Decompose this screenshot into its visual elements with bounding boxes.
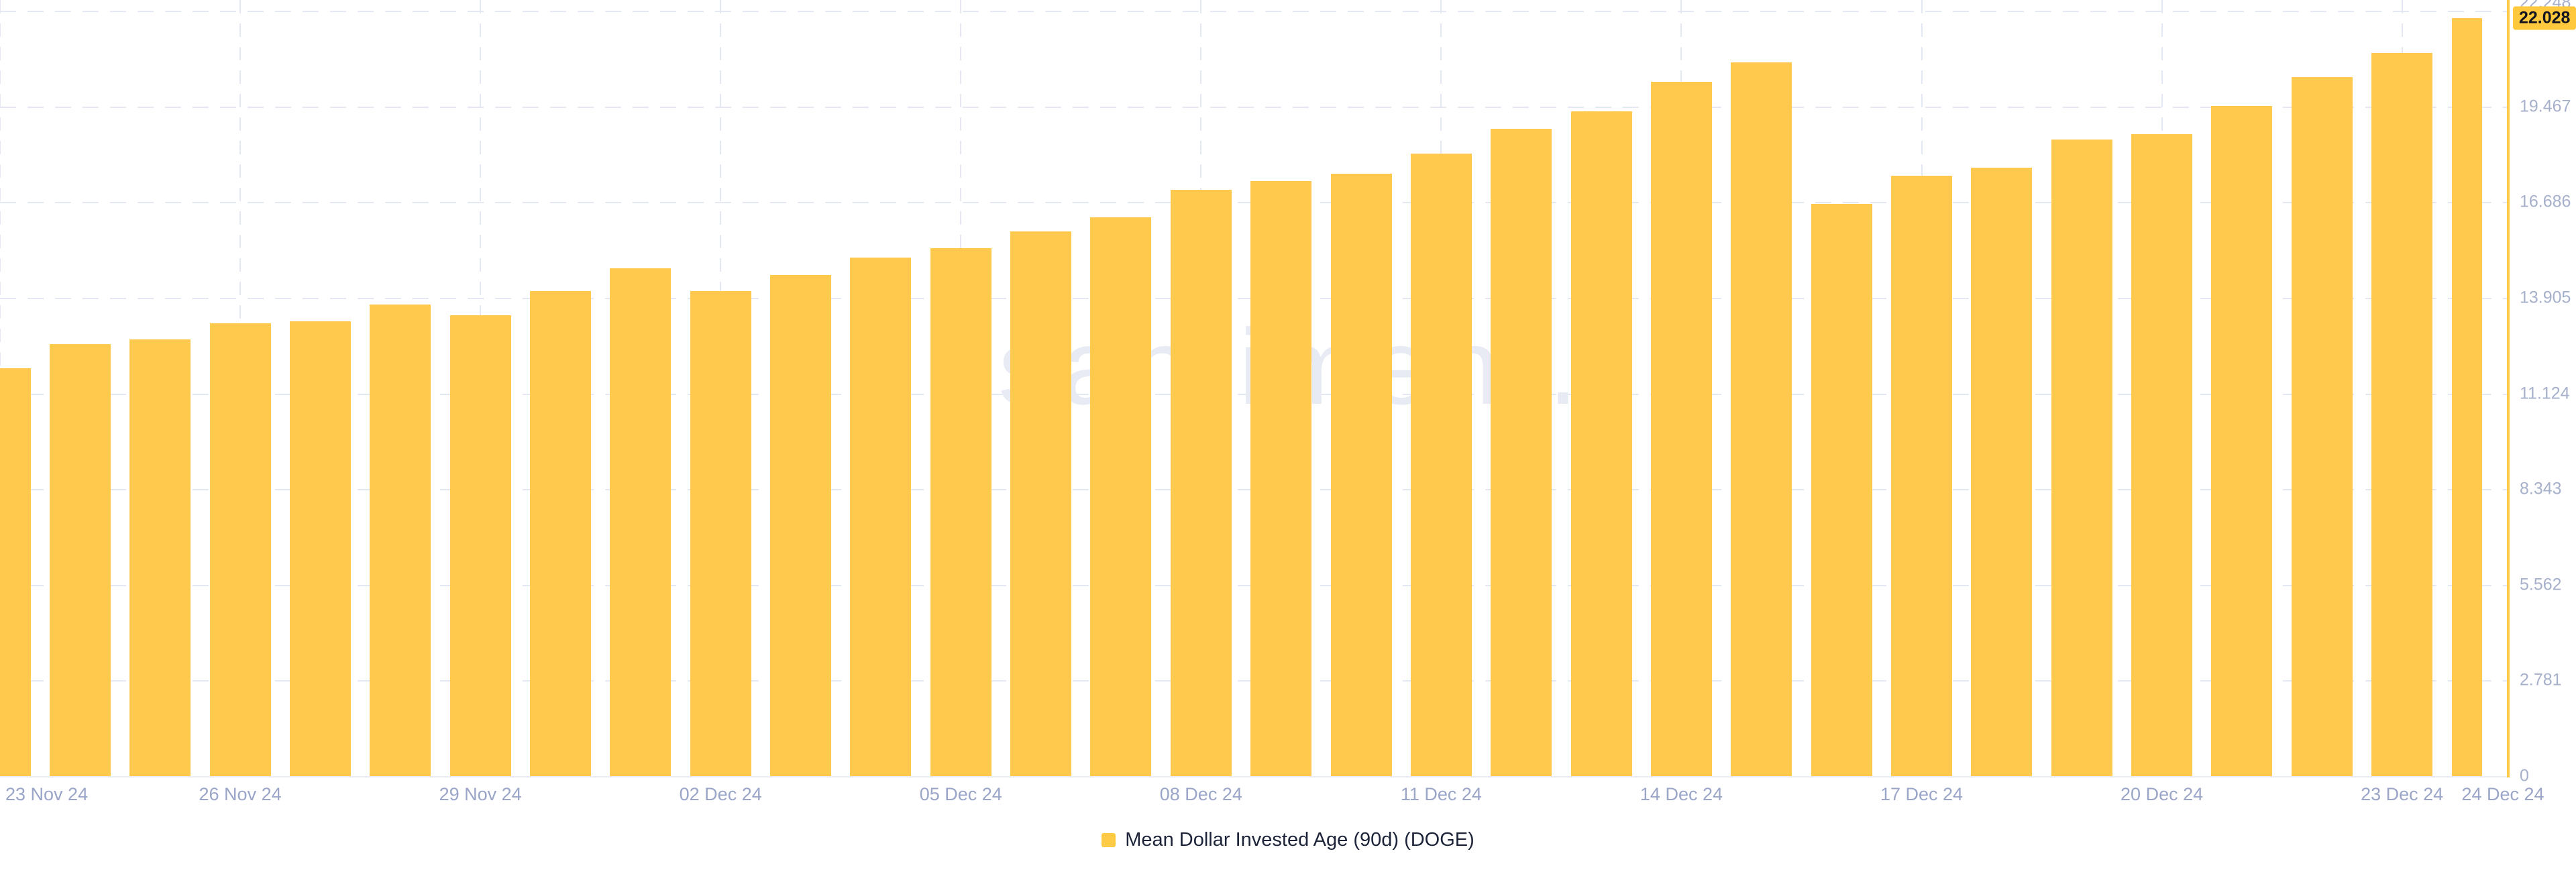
y-tick-label: 0 bbox=[2520, 766, 2529, 785]
bar[interactable] bbox=[209, 323, 271, 776]
bar[interactable] bbox=[129, 339, 191, 776]
x-axis-label: 24 Dec 24 bbox=[2461, 784, 2544, 804]
bar[interactable] bbox=[2371, 52, 2433, 776]
bar[interactable] bbox=[449, 315, 511, 776]
bar[interactable] bbox=[1330, 173, 1392, 776]
x-axis-label: 11 Dec 24 bbox=[1400, 784, 1482, 804]
bar-series bbox=[0, 18, 2482, 776]
bar[interactable] bbox=[1650, 81, 1712, 776]
bar[interactable] bbox=[1731, 62, 1792, 776]
bar[interactable] bbox=[2291, 76, 2353, 776]
x-axis-label: 20 Dec 24 bbox=[2121, 784, 2204, 804]
y-tick-label: 16.686 bbox=[2520, 192, 2571, 211]
bar[interactable] bbox=[2451, 18, 2482, 776]
bar[interactable] bbox=[2131, 133, 2193, 776]
x-axis-label: 29 Nov 24 bbox=[439, 784, 522, 804]
x-axis-label: 08 Dec 24 bbox=[1159, 784, 1242, 804]
x-axis-label: 02 Dec 24 bbox=[679, 784, 762, 804]
bar[interactable] bbox=[1971, 168, 2033, 776]
x-axis-label: 23 Dec 24 bbox=[2361, 784, 2444, 804]
bar[interactable] bbox=[49, 343, 111, 776]
y-tick-label: 2.781 bbox=[2520, 670, 2562, 690]
h-gridline bbox=[0, 776, 2509, 777]
bar[interactable] bbox=[1250, 180, 1312, 776]
y-axis-line bbox=[2507, 0, 2510, 777]
y-tick-label: 19.467 bbox=[2520, 97, 2571, 116]
x-axis-label: 05 Dec 24 bbox=[919, 784, 1002, 804]
bar[interactable] bbox=[289, 321, 351, 776]
bar[interactable] bbox=[850, 257, 912, 776]
current-value-badge: 22.028 bbox=[2513, 6, 2576, 30]
x-axis-label: 17 Dec 24 bbox=[1880, 784, 1964, 804]
legend-swatch-icon bbox=[1102, 832, 1116, 847]
legend: Mean Dollar Invested Age (90d) (DOGE) bbox=[0, 825, 2576, 855]
bar[interactable] bbox=[529, 290, 591, 776]
bar[interactable] bbox=[610, 268, 672, 776]
bar[interactable] bbox=[0, 368, 31, 776]
bar[interactable] bbox=[1090, 217, 1152, 776]
x-axis-label: 23 Nov 24 bbox=[5, 784, 89, 804]
bar[interactable] bbox=[1811, 203, 1872, 776]
bar[interactable] bbox=[2211, 105, 2273, 776]
legend-label: Mean Dollar Invested Age (90d) (DOGE) bbox=[1125, 828, 1474, 851]
y-tick-label: 8.343 bbox=[2520, 479, 2562, 498]
bar[interactable] bbox=[1170, 189, 1232, 776]
h-gridline bbox=[0, 11, 2509, 13]
bar[interactable] bbox=[2051, 140, 2112, 776]
y-tick-label: 5.562 bbox=[2520, 575, 2562, 594]
bar[interactable] bbox=[1570, 111, 1632, 776]
h-gridline bbox=[0, 106, 2509, 108]
bar[interactable] bbox=[1010, 231, 1072, 776]
x-axis-label: 26 Nov 24 bbox=[199, 784, 282, 804]
y-tick-label: 11.124 bbox=[2520, 384, 2570, 403]
bar[interactable] bbox=[1491, 128, 1552, 776]
legend-item[interactable]: Mean Dollar Invested Age (90d) (DOGE) bbox=[1102, 829, 1474, 851]
bar[interactable] bbox=[1891, 175, 1953, 776]
bar[interactable] bbox=[770, 275, 832, 776]
bar[interactable] bbox=[370, 305, 431, 776]
y-tick-label: 13.905 bbox=[2520, 288, 2571, 307]
bar[interactable] bbox=[690, 290, 751, 776]
bar[interactable] bbox=[930, 248, 991, 776]
x-axis-label: 14 Dec 24 bbox=[1640, 784, 1723, 804]
bar[interactable] bbox=[1410, 154, 1472, 776]
